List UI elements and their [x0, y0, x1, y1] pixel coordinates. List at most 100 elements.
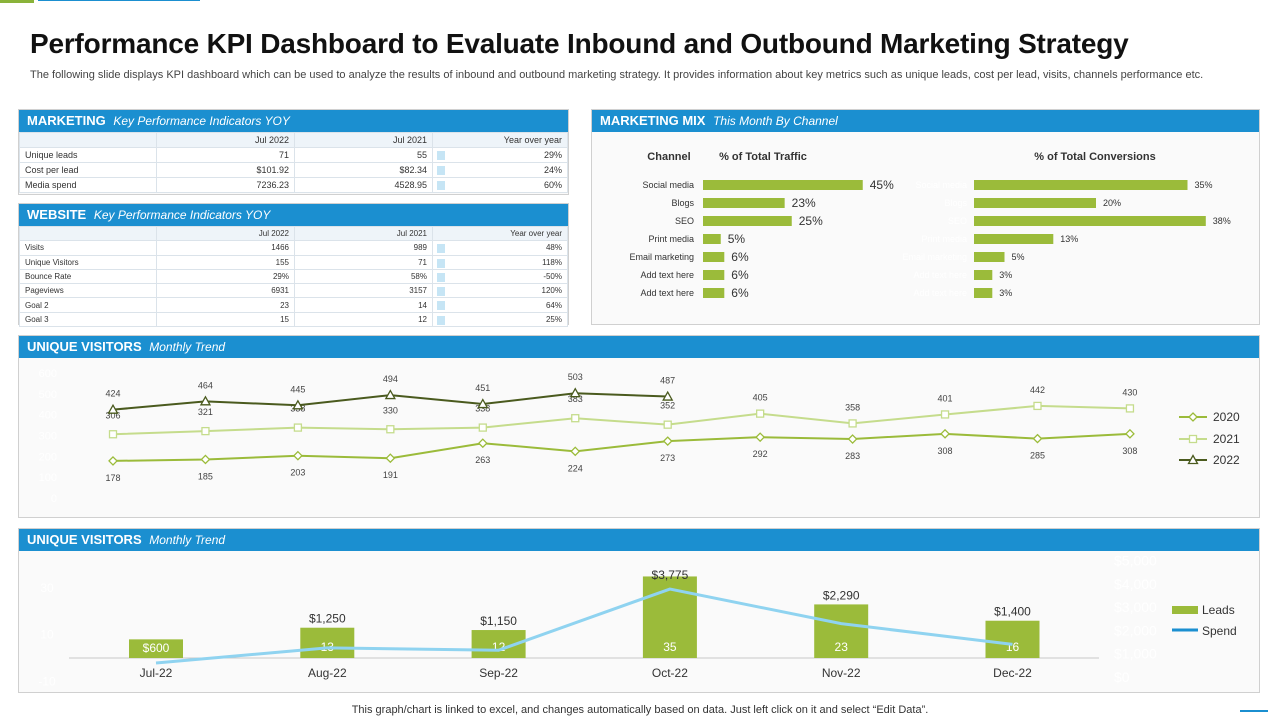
point-marker-2021 [848, 419, 857, 428]
yoy-value: 24% [543, 165, 562, 175]
yoy-value: 118% [542, 257, 562, 267]
point-marker-2021 [756, 409, 765, 418]
cell-previous: 71 [294, 254, 433, 270]
data-label-2020: 224 [568, 463, 583, 473]
unique-visitors-header: UNIQUE VISITORS Monthly Trend [19, 336, 1259, 358]
legend-leads-swatch [1172, 606, 1198, 614]
legend-label-2020: 2020 [1213, 410, 1240, 424]
marketing-kpi-panel: MARKETING Key Performance Indicators YOY… [18, 109, 569, 195]
conversion-bar [974, 198, 1096, 208]
point-marker-2021 [201, 426, 210, 436]
right-axis-tick: $2,000 [1114, 622, 1157, 638]
data-label-2020: 283 [845, 451, 860, 461]
x-tick-label: Jul-22 [140, 666, 173, 680]
y-tick-label: 400 [39, 410, 57, 422]
spend-label: $1,400 [994, 605, 1031, 619]
row-label: Media spend [19, 177, 157, 193]
traffic-bar [703, 198, 785, 208]
point-marker-2020 [755, 432, 766, 443]
conversion-bar [974, 216, 1206, 226]
data-label-2021: 358 [845, 402, 860, 412]
point-marker-2020 [200, 454, 211, 465]
data-label-2021: 442 [1030, 385, 1045, 395]
point-marker-2021 [386, 425, 395, 434]
data-label-2022: 487 [660, 376, 675, 386]
point-marker-2020 [940, 428, 950, 439]
conversion-channel-label: Social media [915, 180, 967, 190]
yoy-bar [437, 301, 445, 311]
traffic-bar [703, 180, 863, 190]
data-label-2022: 464 [198, 380, 213, 390]
leads-spend-chart: -10103050$0$1,000$2,000$3,000$4,000$5,00… [38, 553, 1236, 689]
row-label: Cost per lead [19, 162, 157, 178]
yoy-bar [437, 166, 445, 175]
table-row: Bounce Rate 29% 58% -50% [19, 268, 568, 285]
cell-current: 71 [156, 147, 295, 163]
leads-spend-header: UNIQUE VISITORS Monthly Trend [19, 529, 1259, 551]
cell-previous: $82.34 [294, 162, 433, 178]
cell-current: 15 [156, 311, 295, 328]
cell-yoy: 24% [432, 162, 568, 178]
traffic-bar [703, 288, 725, 298]
mix-header-title: MARKETING MIX [600, 113, 706, 128]
column-header: Jul 2022 [156, 132, 295, 148]
y-tick-label: 600 [39, 368, 57, 380]
point-marker-2021 [571, 414, 580, 423]
x-tick-label: Nov-22 [822, 666, 861, 680]
leads-bar [814, 604, 869, 658]
data-label-2021: 321 [198, 407, 213, 417]
right-axis-tick: $4,000 [1114, 576, 1157, 592]
marketing-header-title: MARKETING [27, 113, 106, 128]
cell-current: 23 [156, 297, 295, 313]
conversion-bar-label: 3% [999, 288, 1012, 298]
traffic-bar-label: 6% [731, 250, 749, 264]
cell-previous: 58% [294, 268, 433, 285]
row-label: Goal 3 [19, 311, 157, 328]
point-marker-2022 [569, 387, 581, 398]
data-label-2021: 405 [753, 393, 768, 403]
point-marker-2021 [1033, 401, 1042, 411]
point-marker-2021 [478, 423, 487, 432]
point-marker-2020 [1032, 433, 1043, 444]
legend-marker-2021 [1188, 434, 1198, 444]
cell-yoy: 118% [432, 254, 568, 270]
data-label-2020: 273 [660, 453, 675, 463]
website-kpi-table: Jul 2022 Jul 2021 Year over year Visits … [19, 225, 568, 328]
yoy-bar [437, 181, 445, 190]
spend-label: $3,775 [652, 568, 689, 582]
cell-current: 29% [156, 268, 295, 285]
right-axis-tick: $5,000 [1114, 553, 1157, 569]
marketing-mix-header: MARKETING MIX This Month By Channel [592, 110, 1259, 132]
series-line-2021 [112, 404, 1130, 436]
x-tick-label: Aug-22 [308, 666, 347, 680]
table-row: Goal 3 15 12 25% [19, 311, 568, 328]
data-label-2021: 338 [475, 404, 490, 414]
data-label-2020: 292 [753, 449, 768, 459]
right-axis-tick: $1,000 [1114, 646, 1157, 662]
data-label-2022: 494 [383, 374, 398, 384]
row-label: Unique leads [19, 147, 157, 163]
conversion-bar [974, 288, 993, 298]
column-header [19, 225, 157, 242]
data-label-2022: 445 [290, 384, 305, 394]
leads-bar-label: 35 [663, 640, 677, 654]
conversion-bar-label: 20% [1103, 198, 1121, 208]
data-label-2020: 263 [475, 455, 490, 465]
website-header-subtitle: Key Performance Indicators YOY [93, 208, 271, 222]
mix-col-channel: Channel [647, 151, 690, 163]
point-marker-2022 [662, 390, 674, 401]
table-row: Cost per lead $101.92 $82.34 24% [19, 162, 568, 178]
y-tick-label: 200 [39, 451, 57, 463]
data-label-2022: 451 [475, 383, 490, 393]
cell-yoy: 120% [432, 283, 568, 299]
page-subtitle: The following slide displays KPI dashboa… [30, 69, 1204, 81]
spend-label: $1,250 [309, 612, 346, 626]
cell-previous: 989 [294, 240, 433, 256]
traffic-bar [703, 270, 725, 280]
table-header-row: Jul 2022 Jul 2021 Year over year [19, 132, 568, 148]
traffic-bar-label: 6% [731, 268, 749, 282]
visitors-header-subtitle: Monthly Trend [149, 340, 226, 354]
yoy-value: 48% [545, 243, 562, 253]
point-marker-2020 [292, 450, 303, 461]
data-label-2020: 308 [1122, 446, 1137, 456]
